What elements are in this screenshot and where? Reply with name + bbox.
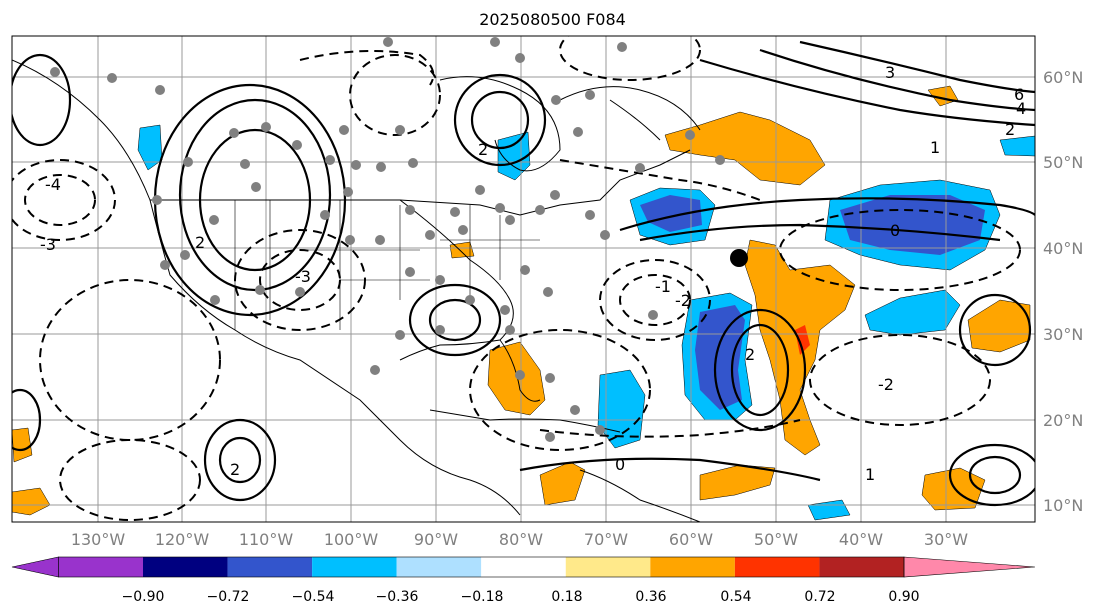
svg-text:-2: -2 <box>878 375 894 394</box>
contours-positive <box>12 40 1035 507</box>
colorbar-segment <box>481 557 566 577</box>
blue-region-azores-west <box>864 289 961 336</box>
blue-region-hudson <box>497 131 531 181</box>
orange-region-labrador <box>664 111 826 186</box>
red-region-central-atlantic <box>795 325 810 355</box>
colorbar-extend-low <box>11 556 59 578</box>
svg-text:-3: -3 <box>295 267 311 286</box>
colorbar-segment <box>396 557 482 577</box>
colorbar-segment <box>58 557 143 577</box>
colorbar-tick-label: 0.36 <box>635 589 666 605</box>
lon-label: 110°W <box>239 530 294 549</box>
colorbar-tick-label: −0.36 <box>376 589 419 605</box>
svg-text:6: 6 <box>1014 85 1024 104</box>
lon-label: 40°W <box>839 530 883 549</box>
colorbar-tick-label: 0.90 <box>888 589 919 605</box>
colorbar-outline <box>58 556 905 578</box>
lon-label: 130°W <box>71 530 126 549</box>
lon-label: 50°W <box>754 530 798 549</box>
svg-text:2: 2 <box>195 233 205 252</box>
colorbar-segment <box>565 557 651 577</box>
colorbar-tick-label: −0.18 <box>461 589 504 605</box>
lon-label: 120°W <box>155 530 210 549</box>
contour-labels: 6 4 2 1 0 -1 -2 -3 -4 0 1 2 -2 -3 3 2 2 … <box>40 63 1026 484</box>
svg-text:2: 2 <box>478 140 488 159</box>
colorbar-tick-label: 0.18 <box>551 589 582 605</box>
colorbar-segment <box>734 557 820 577</box>
colorbar-segment <box>819 557 904 577</box>
lon-label: 90°W <box>414 530 458 549</box>
colorbar-ticks: −0.90 −0.72 −0.54 −0.36 −0.18 0.18 0.36 … <box>122 589 920 605</box>
colorbar-tick-label: −0.90 <box>122 589 165 605</box>
colorbar-tick-label: −0.54 <box>292 589 335 605</box>
svg-text:-2: -2 <box>675 291 691 310</box>
colorbar-segment <box>312 557 397 577</box>
map-title: 2025080500 F084 <box>479 10 626 29</box>
svg-text:-3: -3 <box>40 235 56 254</box>
svg-text:-4: -4 <box>45 175 61 194</box>
longitude-labels: 130°W 120°W 110°W 100°W 90°W 80°W 70°W 6… <box>71 530 968 549</box>
map-frame <box>11 35 1036 523</box>
svg-text:-1: -1 <box>655 277 671 296</box>
colorbar-segment <box>143 557 228 577</box>
svg-text:4: 4 <box>1016 99 1026 118</box>
svg-text:1: 1 <box>930 138 940 157</box>
lon-label: 60°W <box>669 530 713 549</box>
svg-text:3: 3 <box>885 63 895 82</box>
graticule <box>12 36 1035 522</box>
colorbar-tick-label: 0.72 <box>804 589 835 605</box>
darkblue-region-newfoundland <box>640 195 702 232</box>
lat-label: 10°N <box>1043 496 1083 515</box>
blue-region-bc-coast <box>137 124 163 171</box>
lon-label: 70°W <box>584 530 628 549</box>
colorbar-extend-high <box>903 556 1036 578</box>
highlight-marker <box>730 249 748 267</box>
svg-text:0: 0 <box>615 455 625 474</box>
colorbar-segment <box>227 557 313 577</box>
orange-region-pacific-west <box>12 427 33 463</box>
lat-label: 60°N <box>1043 68 1083 87</box>
svg-text:2: 2 <box>1005 120 1015 139</box>
blue-region-caribbean <box>597 369 646 449</box>
colorbar <box>11 556 1036 578</box>
svg-text:2: 2 <box>745 345 755 364</box>
svg-text:1: 1 <box>865 465 875 484</box>
lat-label: 50°N <box>1043 153 1083 172</box>
lat-label: 20°N <box>1043 411 1083 430</box>
svg-text:0: 0 <box>890 221 900 240</box>
lat-label: 40°N <box>1043 239 1083 258</box>
contours-negative <box>12 36 1021 521</box>
station-markers <box>50 37 725 442</box>
latitude-labels: 60°N 50°N 40°N 30°N 20°N 10°N <box>1043 68 1083 515</box>
lon-label: 100°W <box>324 530 379 549</box>
orange-region-azores <box>967 299 1031 353</box>
colorbar-tick-label: −0.72 <box>207 589 250 605</box>
lon-label: 80°W <box>499 530 543 549</box>
colorbar-tick-label: 0.54 <box>720 589 751 605</box>
blue-region-east-edge <box>999 135 1035 157</box>
lat-label: 30°N <box>1043 325 1083 344</box>
lon-label: 30°W <box>924 530 968 549</box>
coastlines <box>12 59 701 522</box>
map-background <box>12 36 1035 522</box>
svg-text:2: 2 <box>230 460 240 479</box>
colorbar-segment <box>650 557 735 577</box>
orange-region-pacific-south <box>12 487 51 516</box>
